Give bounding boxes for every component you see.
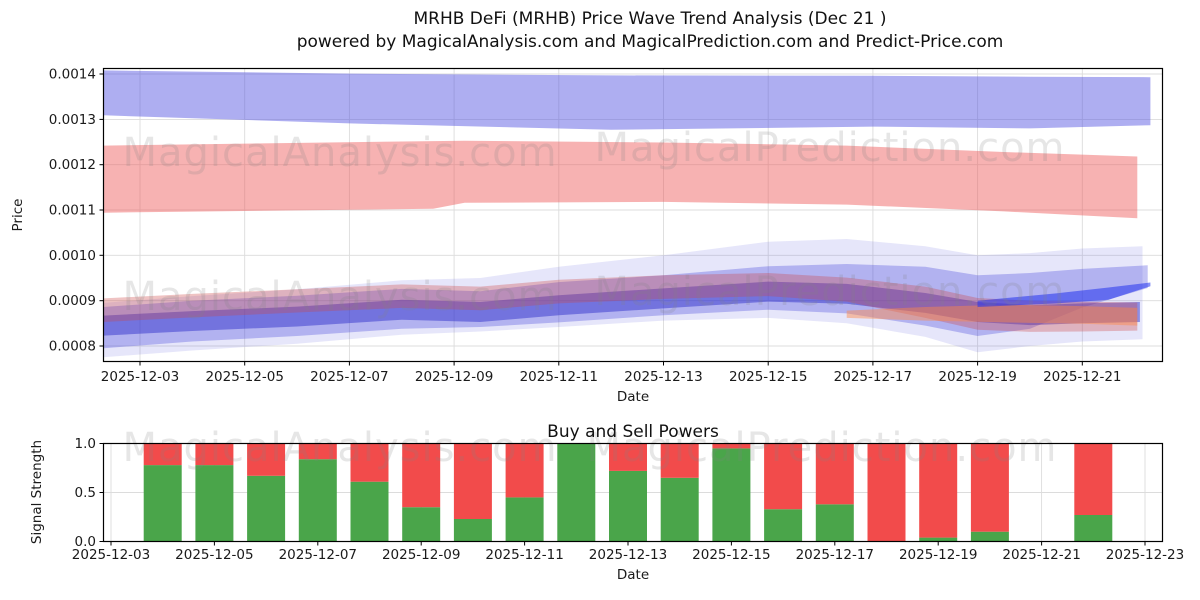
- bar-buy-segment: [712, 448, 751, 542]
- watermark-text: MagicalAnalysis.com: [122, 130, 557, 176]
- x-tick-label: 2025-12-15: [729, 369, 807, 385]
- x-tick-label: 2025-12-07: [310, 369, 388, 385]
- bar-buy-segment: [919, 537, 958, 542]
- x-axis-label: Date: [617, 567, 649, 583]
- bar-sell-segment: [970, 443, 1009, 532]
- bar-sell-segment: [453, 443, 492, 519]
- bar-sell-segment: [815, 443, 854, 505]
- y-tick-label: 1.0: [75, 436, 96, 452]
- y-axis-label: Signal Strength: [29, 440, 45, 544]
- y-tick-label: 0.0012: [49, 157, 96, 173]
- price-band-upper-red-forecast: [103, 140, 1138, 219]
- bar-sell-segment: [867, 443, 906, 542]
- powers-chart: MagicalAnalysis.com MagicalPrediction.com…: [29, 422, 1184, 583]
- bar-buy-segment: [660, 477, 699, 542]
- powers-bars: [143, 443, 1113, 542]
- price-ticks: [99, 73, 1083, 366]
- bar-sell-segment: [1074, 443, 1113, 515]
- bar-buy-segment: [298, 459, 337, 542]
- watermark-text: MagicalPrediction.com: [587, 425, 1058, 471]
- y-tick-label: 0.0008: [49, 339, 96, 355]
- y-tick-label: 0.0: [75, 534, 96, 550]
- x-tick-label: 2025-12-17: [796, 547, 874, 563]
- bar-buy-segment: [402, 507, 441, 542]
- price-bands: [103, 70, 1151, 358]
- price-plot-border: [102, 67, 1164, 363]
- bar-buy-segment: [350, 481, 389, 542]
- x-tick-label: 2025-12-19: [899, 547, 977, 563]
- price-band-upper-blue-forecast: [103, 70, 1151, 130]
- x-tick-label: 2025-12-21: [1043, 369, 1121, 385]
- figure-subtitle: powered by MagicalAnalysis.com and Magic…: [296, 32, 1004, 52]
- bar-buy-segment: [1074, 515, 1113, 542]
- x-tick-label: 2025-12-09: [415, 369, 493, 385]
- price-band-wave-core-dark-blue: [103, 281, 1140, 336]
- x-tick-label: 2025-12-05: [205, 369, 283, 385]
- x-tick-label: 2025-12-19: [938, 369, 1016, 385]
- x-tick-label: 2025-12-03: [72, 547, 150, 563]
- x-tick-label: 2025-12-23: [1106, 547, 1184, 563]
- bar-buy-segment: [195, 465, 234, 542]
- x-tick-label: 2025-12-13: [624, 369, 702, 385]
- x-tick-label: 2025-12-05: [175, 547, 253, 563]
- watermark-text: MagicalPrediction.com: [595, 269, 1066, 315]
- x-tick-label: 2025-12-09: [382, 547, 460, 563]
- bar-sell-segment: [402, 443, 441, 508]
- price-band-wave-bright-blue-streak: [977, 282, 1151, 307]
- x-tick-label: 2025-12-13: [589, 547, 667, 563]
- bar-buy-segment: [970, 531, 1009, 542]
- bar-buy-segment: [453, 519, 492, 542]
- x-tick-label: 2025-12-21: [1002, 547, 1080, 563]
- bar-sell-segment: [505, 443, 544, 498]
- bar-buy-segment: [557, 443, 596, 542]
- y-axis-label: Price: [10, 199, 26, 232]
- bar-buy-segment: [609, 470, 647, 542]
- bar-sell-segment: [247, 443, 286, 476]
- watermark-text: MagicalAnalysis.com: [122, 274, 557, 320]
- watermark-text: MagicalAnalysis.com: [122, 425, 557, 471]
- y-tick-label: 0.5: [75, 485, 96, 501]
- powers-ticks: [99, 443, 1146, 546]
- x-axis-label: Date: [617, 389, 649, 405]
- bar-sell-segment: [298, 443, 337, 460]
- price-band-wave-salmon-right: [846, 304, 1138, 326]
- price-chart: MagicalAnalysis.com MagicalPrediction.com…: [10, 67, 1164, 405]
- bar-sell-segment: [712, 443, 751, 449]
- x-tick-label: 2025-12-11: [520, 369, 598, 385]
- bar-sell-segment: [195, 443, 234, 466]
- x-tick-label: 2025-12-11: [485, 547, 563, 563]
- bar-buy-segment: [505, 497, 544, 542]
- x-tick-label: 2025-12-15: [692, 547, 770, 563]
- y-tick-label: 0.0010: [49, 248, 96, 264]
- bar-buy-segment: [143, 465, 182, 542]
- bar-buy-segment: [815, 504, 854, 542]
- bar-sell-segment: [764, 443, 803, 510]
- price-band-wave-red-overlay: [103, 273, 1138, 332]
- watermark-text: MagicalPrediction.com: [595, 125, 1066, 171]
- bar-sell-segment: [609, 443, 647, 471]
- bar-sell-segment: [350, 443, 389, 482]
- x-tick-label: 2025-12-03: [101, 369, 179, 385]
- y-tick-label: 0.0011: [49, 203, 96, 219]
- powers-chart-title: Buy and Sell Powers: [547, 422, 719, 442]
- y-tick-label: 0.0014: [49, 67, 96, 83]
- bar-buy-segment: [247, 475, 286, 542]
- bar-sell-segment: [919, 443, 958, 538]
- x-tick-label: 2025-12-17: [834, 369, 912, 385]
- bar-sell-segment: [143, 443, 182, 466]
- bar-sell-segment: [660, 443, 699, 478]
- y-tick-label: 0.0009: [49, 293, 96, 309]
- x-tick-label: 2025-12-07: [279, 547, 357, 563]
- bar-buy-segment: [764, 509, 803, 542]
- figure-title: MRHB DeFi (MRHB) Price Wave Trend Analys…: [413, 9, 887, 29]
- y-tick-label: 0.0013: [49, 112, 96, 128]
